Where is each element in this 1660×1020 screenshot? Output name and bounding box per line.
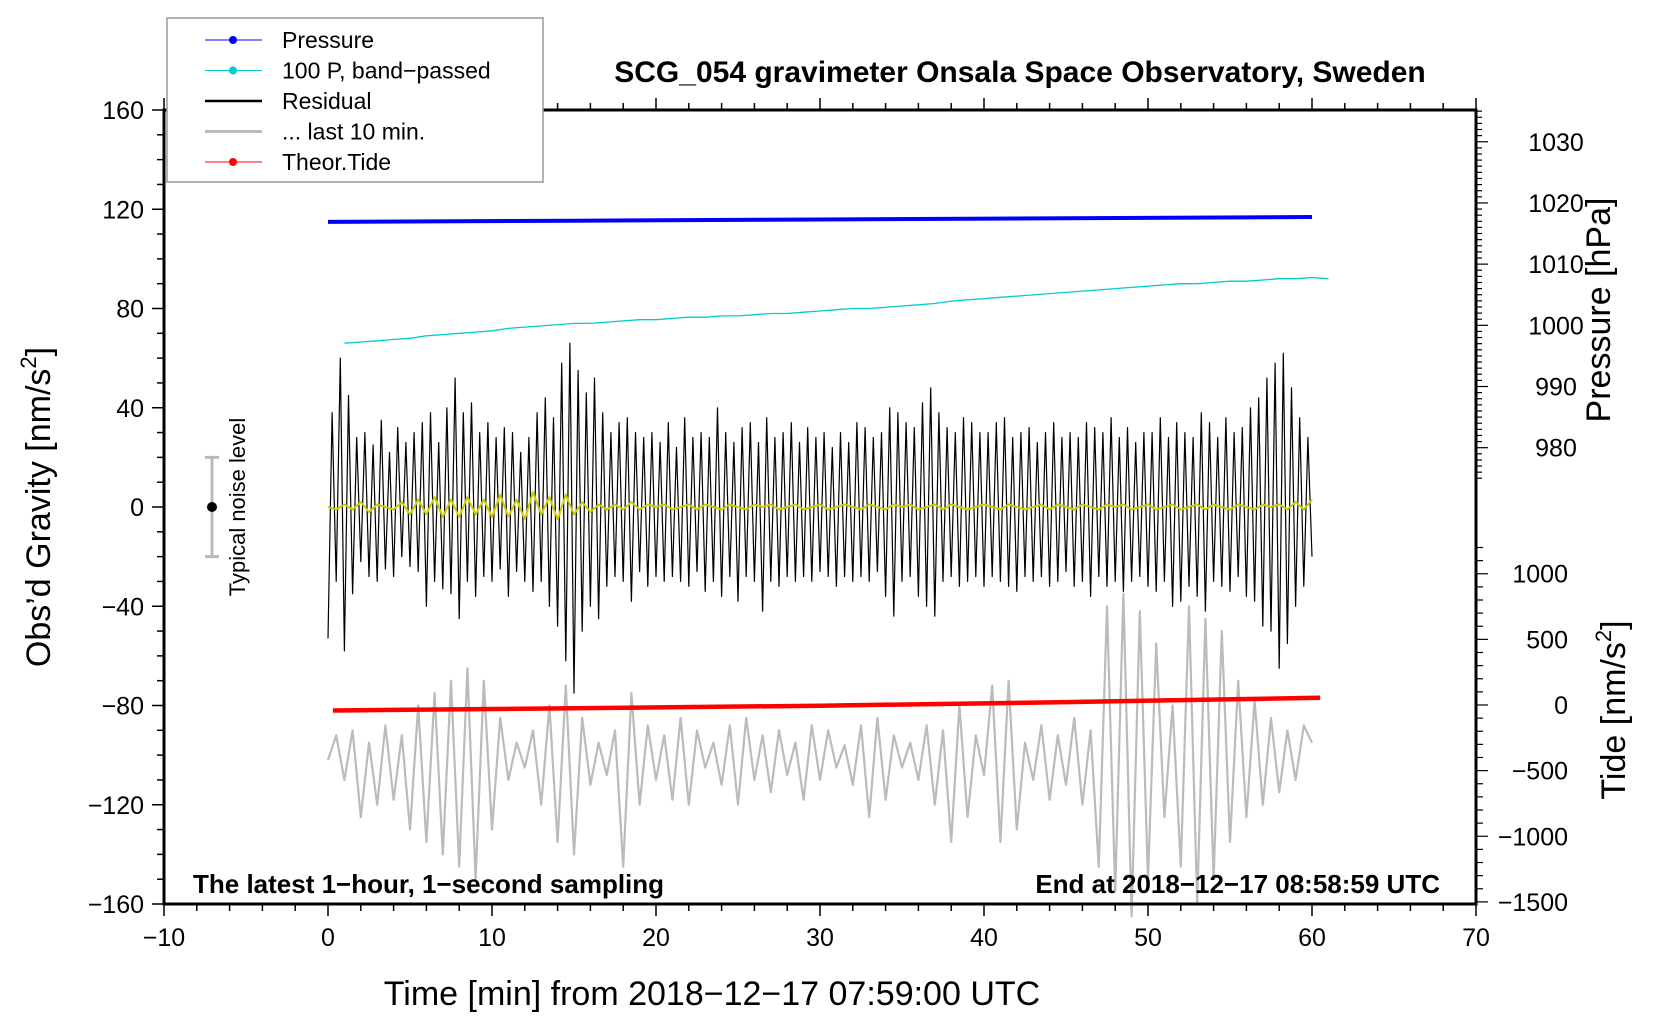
series-pressure-bandpassed [344,276,1329,344]
y-tick-label: 40 [116,395,144,423]
series-residual-smoothed [327,491,1313,521]
annotation-left: The latest 1−hour, 1−second sampling [193,869,664,899]
tide-tick-label: 500 [1526,626,1568,654]
legend-label: 100 P, band−passed [282,58,491,84]
y-tick-label: 80 [116,296,144,324]
pressure-axis-title: Pressure [hPa] [1580,198,1618,423]
x-tick-label: −10 [143,924,185,952]
legend-label: Pressure [282,27,374,53]
pressure-tick-label: 1020 [1528,190,1584,218]
tide-tick-label: −500 [1512,758,1568,786]
pressure-tick-label: 1010 [1528,251,1584,279]
x-tick-label: 10 [478,924,506,952]
legend-marker-0 [229,36,237,44]
legend: Pressure 100 P, band−passed Residual ... la… [166,17,544,183]
noise-dot [207,502,217,512]
series-residual [327,342,1313,694]
pressure-tick-label: 1030 [1528,129,1584,157]
tide-tick-label: −1500 [1498,889,1568,917]
x-tick-label: 60 [1298,924,1326,952]
x-tick-label: 40 [970,924,998,952]
y-axis-title: Obs’d Gravity [nm/s2] [16,347,58,667]
annotation-right: End at 2018−12−17 08:58:59 UTC [1035,869,1440,899]
y-tick-label: 0 [130,494,144,522]
series-pressure [327,215,1313,224]
pressure-tick-label: 1000 [1528,312,1584,340]
series-theoretical-tide [332,695,1321,713]
series-group [326,215,1329,918]
tide-tick-label: 0 [1554,692,1568,720]
pressure-tick-label: 980 [1535,435,1577,463]
y-tick-label: 160 [102,97,144,125]
legend-label: Theor.Tide [282,149,391,175]
tide-axis-title: Tide [nm/s2] [1591,620,1633,799]
noise-label: Typical noise level [225,418,250,597]
legend-label: ... last 10 min. [282,119,425,145]
y-tick-label: 120 [102,196,144,224]
noise-level-indicator: Typical noise level [205,418,250,597]
legend-label: Residual [282,88,372,114]
legend-marker-4 [229,158,237,166]
x-tick-label: 50 [1134,924,1162,952]
chart-title: SCG_054 gravimeter Onsala Space Observat… [614,56,1426,89]
y-tick-label: −120 [88,792,144,820]
tide-tick-label: 1000 [1512,561,1568,589]
y-tick-label: −40 [102,593,144,621]
y-tick-label: −160 [88,891,144,919]
pressure-tick-label: 990 [1535,374,1577,402]
legend-marker-1 [229,66,237,75]
x-tick-label: 30 [806,924,834,952]
x-tick-label: 20 [642,924,670,952]
x-tick-label: 0 [321,924,335,952]
series-last-10-min [326,592,1313,918]
axes-group: −10 0 10 20 30 40 50 60 7016012080400−40−80−120−… [88,97,1584,952]
x-axis-title: Time [min] from 2018−12−17 07:59:00 UTC [384,975,1040,1013]
x-tick-label: 70 [1462,924,1490,952]
tide-tick-label: −1000 [1498,823,1568,851]
y-tick-label: −80 [102,693,144,721]
